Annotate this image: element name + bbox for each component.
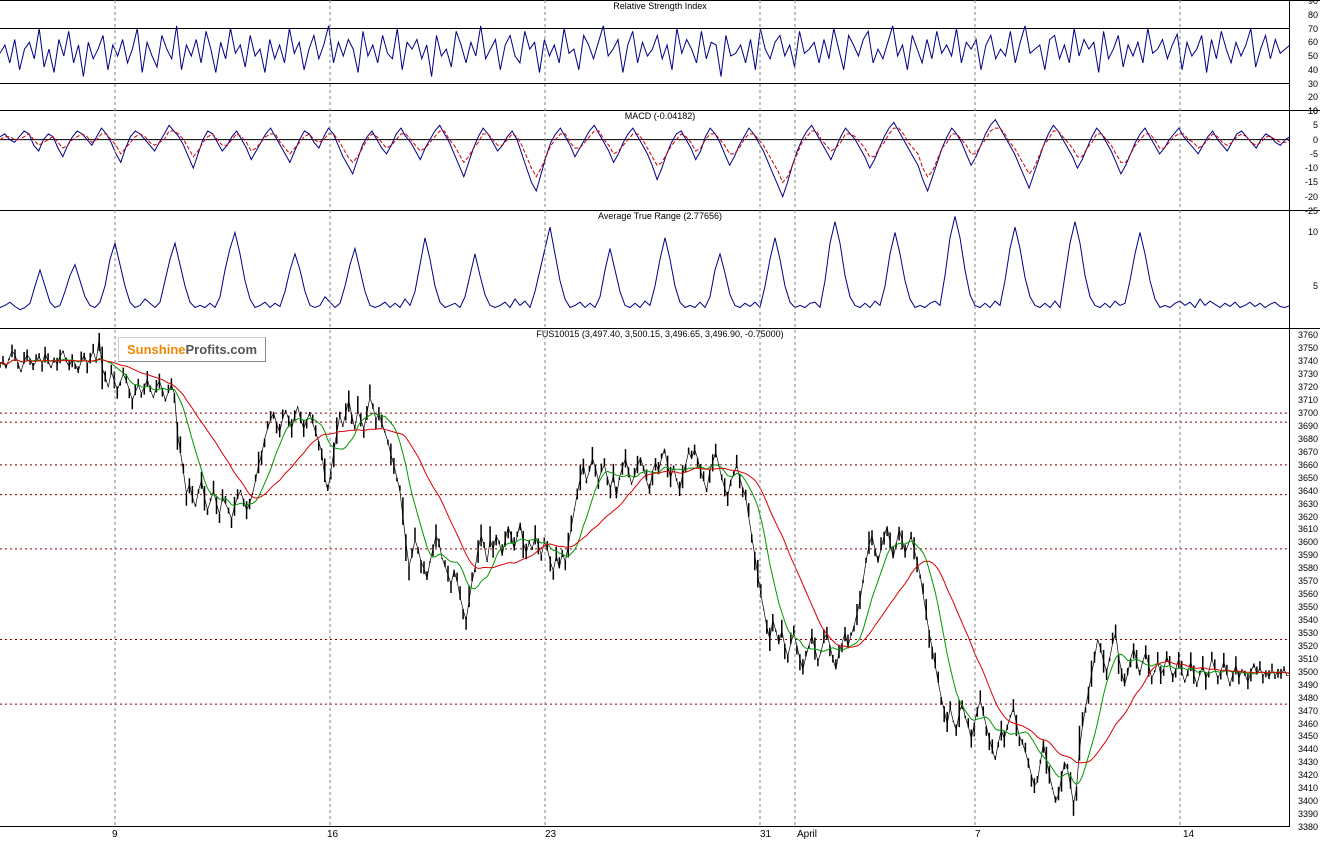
x-tick: 31 [760, 829, 771, 840]
x-tick: 14 [1183, 829, 1194, 840]
chart-container: Relative Strength Index90807060504030201… [0, 0, 1320, 844]
watermark-part1: Sunshine [127, 342, 186, 357]
panel-atr[interactable]: Average True Range (2.77656)105 [0, 210, 1320, 329]
watermark-part2: Profits.com [186, 342, 258, 357]
x-tick: 23 [545, 829, 556, 840]
macd-yaxis: 1050-5-10-15-20-25 [1289, 111, 1320, 211]
panel-rsi[interactable]: Relative Strength Index90807060504030201… [0, 0, 1320, 111]
atr-yaxis: 105 [1289, 211, 1320, 329]
x-axis: 9 16 23 31 April 7 14 [0, 826, 1290, 844]
x-tick: April [797, 829, 817, 840]
x-tick: 7 [975, 829, 981, 840]
panel-price[interactable]: FUS10015 (3,497.40, 3,500.15, 3,496.65, … [0, 328, 1320, 827]
price-yaxis: 3760375037403730372037103700369036803670… [1289, 329, 1320, 827]
x-tick: 9 [112, 829, 118, 840]
yaxis-line [1289, 0, 1290, 826]
watermark-badge: SunshineProfits.com [118, 337, 266, 362]
rsi-yaxis: 908070605040302010 [1289, 1, 1320, 111]
panel-macd[interactable]: MACD (-0.04182)1050-5-10-15-20-25 [0, 110, 1320, 211]
x-tick: 16 [327, 829, 338, 840]
